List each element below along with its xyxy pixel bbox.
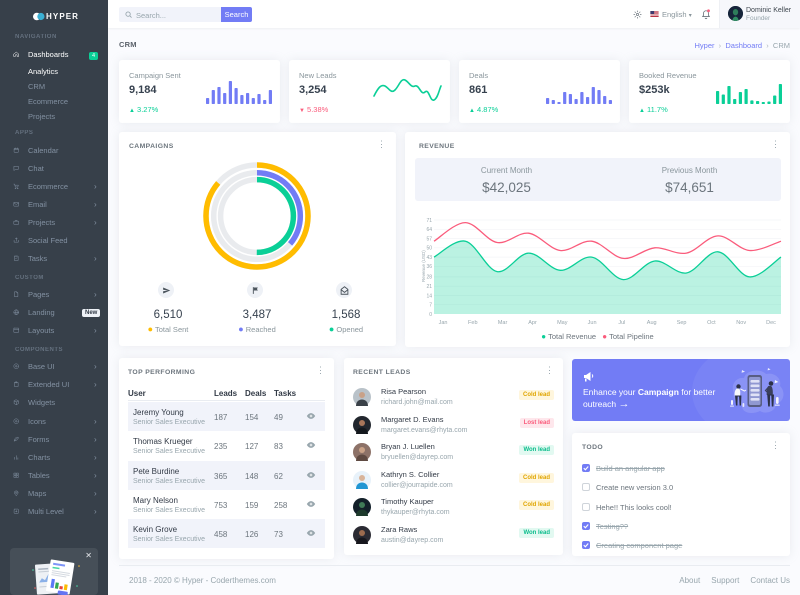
svg-text:50: 50 — [426, 246, 432, 252]
svg-text:Sep: Sep — [677, 320, 687, 326]
svg-text:Nov: Nov — [736, 320, 746, 326]
svg-text:Mar: Mar — [498, 320, 508, 326]
svg-text:Dec: Dec — [766, 320, 776, 326]
svg-text:64: 64 — [426, 227, 432, 233]
svg-text:7: 7 — [429, 303, 432, 309]
svg-text:71: 71 — [426, 218, 432, 224]
svg-text:43: 43 — [426, 255, 432, 261]
svg-text:Oct: Oct — [707, 320, 716, 326]
svg-text:Jun: Jun — [588, 320, 597, 326]
svg-text:Jul: Jul — [618, 320, 625, 326]
svg-text:14: 14 — [426, 293, 432, 299]
svg-text:21: 21 — [426, 284, 432, 290]
svg-text:Jan: Jan — [439, 320, 448, 326]
svg-text:0: 0 — [429, 312, 432, 318]
svg-text:28: 28 — [426, 275, 432, 281]
svg-text:57: 57 — [426, 236, 432, 242]
svg-text:Aug: Aug — [647, 320, 657, 326]
svg-text:36: 36 — [426, 264, 432, 270]
svg-text:Feb: Feb — [468, 320, 477, 326]
svg-text:May: May — [557, 320, 568, 326]
svg-text:Apr: Apr — [528, 320, 537, 326]
